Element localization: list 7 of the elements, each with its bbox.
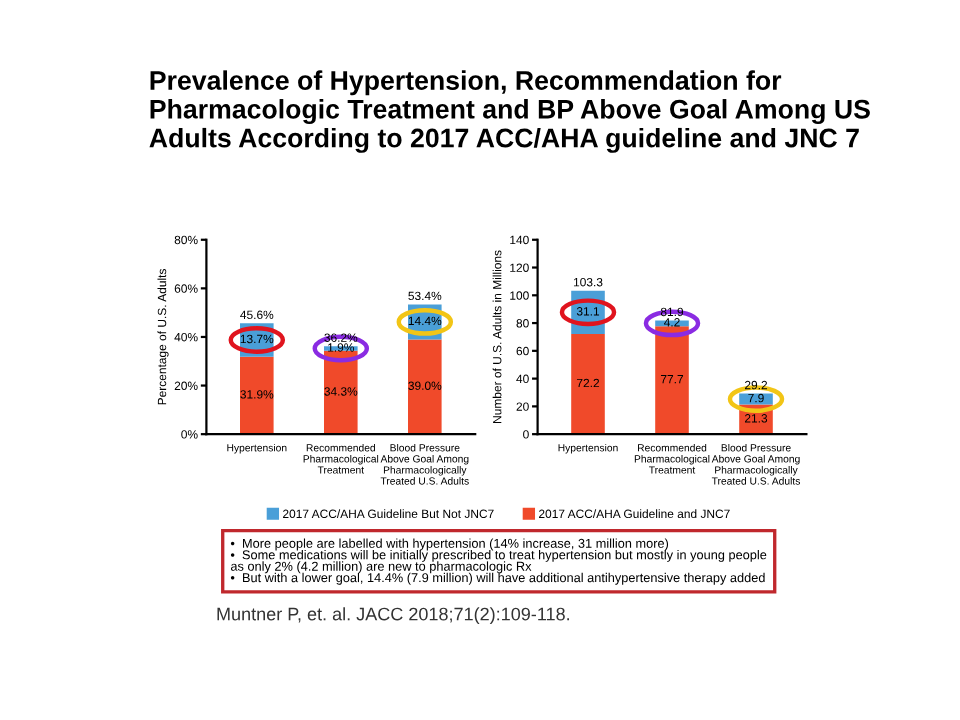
bar [655,326,689,435]
bar [408,339,442,435]
bar [240,356,274,435]
bar [571,333,605,435]
text: Muntner P, et. al. JACC 2018;71(2):109-118. [217,607,569,625]
chart-title: Prevalence of Hypertension, Recommendation for Pharmacologic Treatment and BP Above Goal Among US Adults According to 2017 ACC/AHA guideline and JNC 7 [149,70,870,153]
bar [324,350,358,435]
